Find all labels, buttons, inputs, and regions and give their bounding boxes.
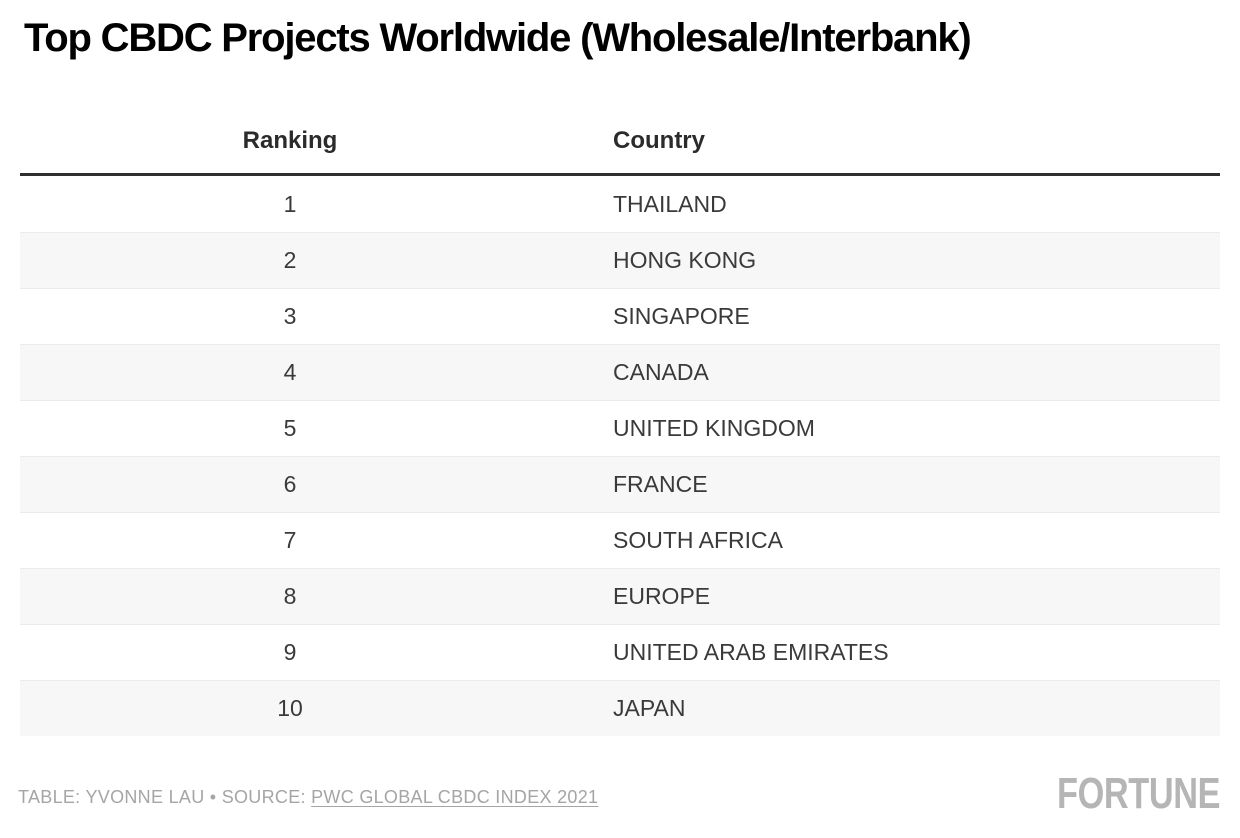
credit-line: TABLE: YVONNE LAU • SOURCE: PWC GLOBAL C… — [18, 787, 598, 808]
cbdc-ranking-table: Ranking Country 1 THAILAND 2 HONG KONG 3 SING… — [20, 108, 1220, 736]
cell-country: HONG KONG — [613, 247, 757, 273]
cell-ranking: 5 — [283, 415, 297, 441]
credit-prefix: TABLE: YVONNE LAU • SOURCE: — [18, 787, 312, 807]
table-row: 7 SOUTH AFRICA — [20, 512, 1220, 568]
cell-ranking: 6 — [283, 471, 297, 497]
cell-country: SOUTH AFRICA — [613, 527, 783, 553]
table-row: 6 FRANCE — [20, 456, 1220, 512]
cell-country: UNITED KINGDOM — [613, 415, 815, 441]
cell-ranking: 7 — [283, 527, 297, 553]
table-row: 10 JAPAN — [20, 680, 1220, 736]
column-header-ranking: Ranking — [242, 126, 338, 154]
table-body: 1 THAILAND 2 HONG KONG 3 SINGAPORE 4 CANADA 5 UNI… — [20, 176, 1220, 736]
cell-country: JAPAN — [613, 695, 686, 721]
cell-ranking: 8 — [283, 583, 297, 609]
table-row: 9 UNITED ARAB EMIRATES — [20, 624, 1220, 680]
table-header-row: Ranking Country — [20, 108, 1220, 176]
column-header-country: Country — [613, 126, 705, 154]
cell-ranking: 4 — [283, 359, 297, 385]
cell-country: FRANCE — [613, 471, 708, 497]
table-row: 8 EUROPE — [20, 568, 1220, 624]
cell-country: THAILAND — [613, 190, 727, 217]
cell-ranking: 10 — [277, 695, 303, 721]
cell-country: SINGAPORE — [613, 303, 750, 329]
cell-country: UNITED ARAB EMIRATES — [613, 639, 889, 665]
page-title: Top CBDC Projects Worldwide (Wholesale/I… — [24, 16, 972, 60]
fortune-logo: FORTUNE — [1056, 769, 1221, 818]
cell-ranking: 2 — [283, 247, 297, 273]
table-row: 1 THAILAND — [20, 176, 1220, 232]
table-row: 3 SINGAPORE — [20, 288, 1220, 344]
cell-ranking: 3 — [283, 303, 297, 329]
table-row: 5 UNITED KINGDOM — [20, 400, 1220, 456]
table-row: 2 HONG KONG — [20, 232, 1220, 288]
source-link[interactable]: PWC GLOBAL CBDC INDEX 2021 — [311, 787, 599, 807]
cell-country: EUROPE — [613, 583, 711, 609]
cell-ranking: 9 — [283, 639, 297, 665]
table-row: 4 CANADA — [20, 344, 1220, 400]
cell-country: CANADA — [613, 359, 709, 385]
cell-ranking: 1 — [283, 190, 297, 217]
